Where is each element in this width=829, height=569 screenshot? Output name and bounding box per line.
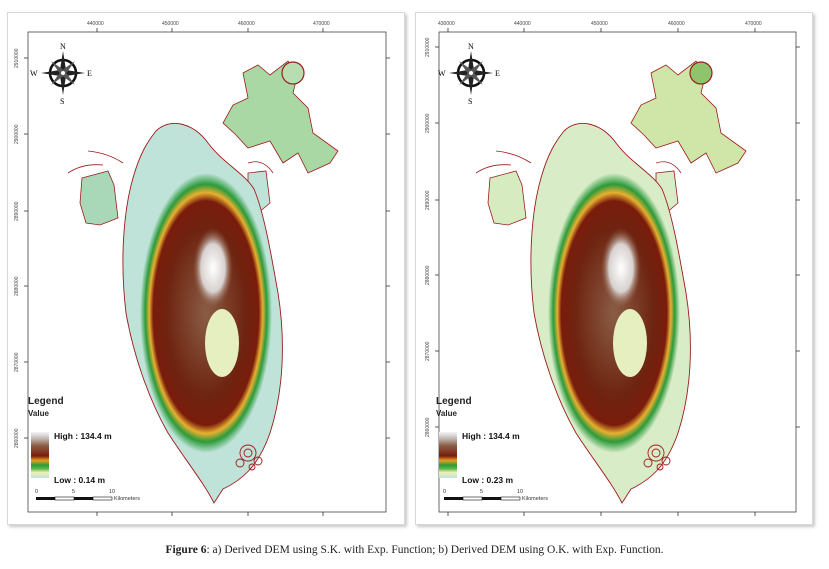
legend-low: Low : 0.23 m <box>462 475 514 485</box>
figure-label: Figure 6 <box>165 544 207 556</box>
northing-label: 2880000 <box>425 265 431 285</box>
map-panel-b: N S E W 430000 440000 450000 460000 470000 29… <box>415 12 813 525</box>
northing-label: 2870000 <box>14 352 20 372</box>
northing-label: 2890000 <box>14 201 20 221</box>
peak-area <box>193 228 233 308</box>
reclamation-pattern <box>643 444 671 471</box>
scale-label: 0 <box>443 489 447 495</box>
muharraq-island <box>281 61 305 85</box>
compass-n: N <box>60 42 66 51</box>
scale-label: 10 <box>109 489 116 495</box>
scale-label: 5 <box>72 489 76 495</box>
legend-high: High : 134.4 m <box>462 431 520 441</box>
compass-s: S <box>60 97 64 106</box>
northing-label: 2890000 <box>425 190 431 210</box>
easting-label: 450000 <box>162 21 179 27</box>
compass-n: N <box>468 42 474 51</box>
legend-high: High : 134.4 m <box>54 431 112 441</box>
northing-label: 2860000 <box>14 428 20 448</box>
compass-e: E <box>495 69 500 78</box>
peak-area <box>601 228 641 308</box>
coastal-outline <box>475 150 682 174</box>
easting-label: 460000 <box>668 21 685 27</box>
scale-label: 5 <box>480 489 484 495</box>
legend-title: Legend <box>28 396 64 407</box>
legend-subtitle: Value <box>436 409 457 418</box>
legend-color-ramp <box>31 432 49 478</box>
northing-label: 2860000 <box>425 417 431 437</box>
compass-rose-icon: N S E W <box>30 42 92 106</box>
western-island <box>79 170 119 226</box>
figure-caption: Figure 6: a) Derived DEM using S.K. with… <box>0 544 829 556</box>
scale-label: 0 <box>35 489 39 495</box>
scale-label: 10 <box>517 489 524 495</box>
easting-label: 460000 <box>238 21 255 27</box>
elevation-rings <box>548 173 680 453</box>
reclamation-pattern <box>235 444 263 471</box>
scale-bar <box>444 496 521 501</box>
figure-caption-text: : a) Derived DEM using S.K. with Exp. Fu… <box>206 544 664 556</box>
compass-e: E <box>87 69 92 78</box>
easting-label: 440000 <box>87 21 104 27</box>
northing-label: 2910000 <box>14 48 20 68</box>
easting-label: 440000 <box>514 21 531 27</box>
legend-subtitle: Value <box>28 409 49 418</box>
easting-label: 470000 <box>745 21 762 27</box>
compass-w: W <box>438 69 446 78</box>
northing-label: 2900000 <box>14 124 20 144</box>
legend-low: Low : 0.14 m <box>54 475 106 485</box>
scale-bar <box>36 496 113 501</box>
coastal-outline <box>67 150 274 174</box>
elevation-rings <box>140 173 272 453</box>
legend-title: Legend <box>436 396 472 407</box>
inner-lowland <box>205 309 239 377</box>
compass-rose-icon: N S E W <box>438 42 500 106</box>
compass-s: S <box>468 97 472 106</box>
inner-lowland <box>613 309 647 377</box>
muharraq-island <box>689 61 713 85</box>
northing-label: 2900000 <box>425 113 431 133</box>
legend-color-ramp <box>439 432 457 478</box>
northing-label: 2910000 <box>425 37 431 57</box>
northing-label: 2880000 <box>14 276 20 296</box>
easting-label: 430000 <box>438 21 455 27</box>
scale-unit: Kilometers <box>114 496 140 502</box>
dem-map: N S E W <box>435 28 800 516</box>
map-panel-a: N S E W 440000 450000 460000 470000 2910000 2… <box>7 12 405 525</box>
scale-unit: Kilometers <box>522 496 548 502</box>
easting-label: 450000 <box>591 21 608 27</box>
legend: Legend Value High : 134.4 m Low : 0.23 m <box>436 396 520 485</box>
easting-label: 470000 <box>313 21 330 27</box>
compass-w: W <box>30 69 38 78</box>
western-island <box>487 170 527 226</box>
dem-map: N S E W <box>24 28 390 516</box>
northing-label: 2870000 <box>425 341 431 361</box>
legend: Legend Value High : 134.4 m Low : 0.14 m <box>28 396 112 485</box>
